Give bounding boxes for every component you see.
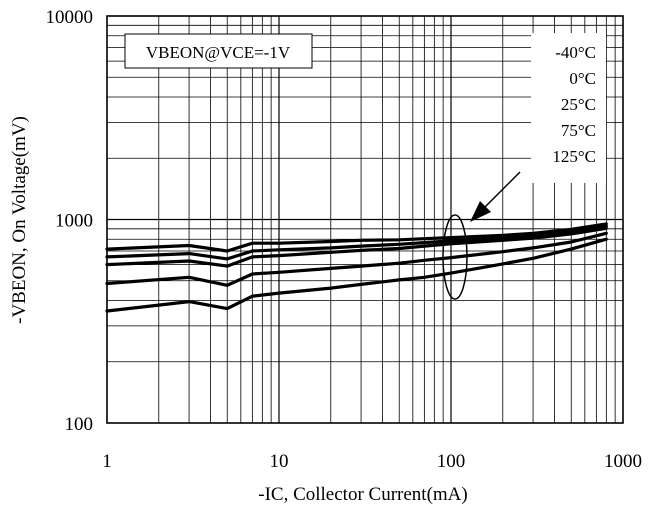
series-layer xyxy=(105,222,608,313)
x-tick-label: 1 xyxy=(102,451,112,472)
x-tick-label: 1000 xyxy=(604,451,642,472)
x-tick-labels: 1 10 100 1000 xyxy=(102,451,642,472)
y-tick-labels: 100 1000 10000 xyxy=(46,7,94,435)
annotation-arrow-line xyxy=(483,171,521,209)
y-tick-label: 1000 xyxy=(55,211,93,232)
series-line-2 xyxy=(105,224,608,261)
plot-frame xyxy=(106,15,624,424)
x-tick-label: 100 xyxy=(437,451,466,472)
legend-entry: 125°C xyxy=(552,147,596,166)
series-line-1 xyxy=(105,222,608,253)
annotation-arrowhead xyxy=(470,201,491,222)
legend-entry: 0°C xyxy=(569,69,596,88)
legend-entry: 25°C xyxy=(561,95,596,114)
legend-entry: -40°C xyxy=(555,43,596,62)
series-line-4 xyxy=(105,231,608,287)
legend: -40°C 0°C 25°C 75°C 125°C xyxy=(552,43,596,166)
series-line-3 xyxy=(105,226,608,268)
x-tick-label: 10 xyxy=(270,451,289,472)
series-line-5 xyxy=(105,237,608,313)
condition-label: VBEON@VCE=-1V xyxy=(146,43,291,62)
y-tick-label: 100 xyxy=(65,414,94,435)
y-axis-label: -VBEON, On Voltage(mV) xyxy=(9,116,30,324)
x-axis-label: -IC, Collector Current(mA) xyxy=(258,484,467,505)
legend-entry: 75°C xyxy=(561,121,596,140)
curve-group-ellipse xyxy=(442,214,468,300)
legend-box xyxy=(531,33,606,183)
y-tick-label: 10000 xyxy=(46,7,94,28)
condition-label-box xyxy=(124,33,313,69)
